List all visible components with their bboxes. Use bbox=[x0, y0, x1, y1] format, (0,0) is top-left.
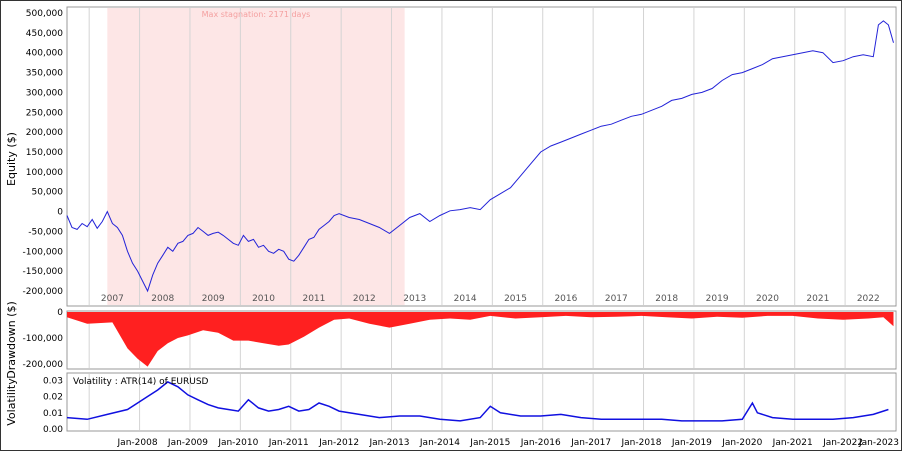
x-tick-label: Jan-2013 bbox=[369, 438, 410, 448]
equity-y-tick-label: 350,000 bbox=[26, 69, 63, 79]
volatility-line bbox=[66, 381, 889, 422]
volatility-plot-area bbox=[66, 372, 897, 432]
equity-y-tick-label: -150,000 bbox=[23, 267, 64, 277]
x-tick-label: Jan-2011 bbox=[268, 438, 309, 448]
equity-y-tick-label: 500,000 bbox=[26, 9, 63, 19]
year-label: 2007 bbox=[101, 294, 124, 304]
x-tick-label: Jan-2016 bbox=[520, 438, 561, 448]
volatility-y-tick-label: 0.01 bbox=[43, 409, 63, 419]
x-tick-label: Jan-2021 bbox=[772, 438, 813, 448]
volatility-x-ticks: Jan-2008 Jan-2009 Jan-2010 Jan-2011 Jan-2012… bbox=[117, 438, 899, 448]
equity-y-tick-label: 150,000 bbox=[26, 148, 63, 158]
x-tick-label: Jan-2019 bbox=[671, 438, 712, 448]
x-tick-label: Jan-2015 bbox=[469, 438, 510, 448]
volatility-y-ticks: 0.03 0.02 0.01 0.00 bbox=[43, 376, 63, 435]
x-tick-label: Jan-2022 bbox=[822, 438, 863, 448]
x-tick-label: Jan-2020 bbox=[721, 438, 762, 448]
year-label: 2014 bbox=[454, 294, 477, 304]
volatility-y-tick-label: 0.02 bbox=[43, 393, 63, 403]
x-tick-label: Jan-2018 bbox=[620, 438, 661, 448]
year-label: 2015 bbox=[504, 294, 527, 304]
equity-y-tick-label: 0 bbox=[57, 208, 63, 218]
year-label: 2009 bbox=[202, 294, 225, 304]
equity-y-tick-label: 50,000 bbox=[32, 188, 64, 198]
year-label: 2013 bbox=[403, 294, 426, 304]
equity-y-tick-label: 100,000 bbox=[26, 168, 63, 178]
year-label: 2016 bbox=[554, 294, 577, 304]
year-label: 2011 bbox=[302, 294, 325, 304]
x-tick-label: Jan-2017 bbox=[570, 438, 611, 448]
volatility-gridlines bbox=[88, 374, 896, 430]
volatility-panel: 0.03 0.02 0.01 0.00 Volatility : ATR(14) of… bbox=[5, 372, 899, 448]
equity-y-tick-label: -100,000 bbox=[23, 247, 64, 257]
year-label: 2017 bbox=[605, 294, 628, 304]
equity-axis-label: Equity ($) bbox=[5, 132, 18, 186]
equity-y-tick-label: -50,000 bbox=[28, 227, 63, 237]
equity-panel: Max stagnation: 2171 days 500,000 450,000… bbox=[5, 6, 897, 307]
drawdown-y-tick-label: -100,000 bbox=[23, 334, 64, 344]
year-label: 2018 bbox=[655, 294, 678, 304]
x-tick-label: Jan-2009 bbox=[167, 438, 208, 448]
x-tick-label: Jan-2014 bbox=[419, 438, 460, 448]
drawdown-y-ticks: 0 -100,000 -200,000 bbox=[23, 308, 64, 370]
volatility-axis-label: Volatility bbox=[5, 378, 18, 426]
equity-gridlines bbox=[88, 8, 896, 305]
x-tick-label: Jan-2010 bbox=[217, 438, 258, 448]
drawdown-y-tick-label: 0 bbox=[57, 308, 63, 318]
drawdown-panel: 0 -100,000 -200,000 Drawdown ($) bbox=[5, 301, 897, 379]
equity-y-ticks: 500,000 450,000 400,000 350,000 300,000 250,0… bbox=[23, 9, 64, 297]
year-label: 2021 bbox=[806, 294, 829, 304]
equity-line bbox=[66, 20, 894, 293]
volatility-title: Volatility : ATR(14) of EURUSD bbox=[73, 377, 209, 387]
year-label: 2012 bbox=[353, 294, 376, 304]
year-label: 2020 bbox=[756, 294, 779, 304]
drawdown-area bbox=[67, 312, 894, 367]
drawdown-y-tick-label: -200,000 bbox=[23, 360, 64, 370]
year-label: 2022 bbox=[857, 294, 880, 304]
equity-y-tick-label: -200,000 bbox=[23, 287, 64, 297]
equity-year-labels: 2007 2008 2009 2010 2011 2012 2013 2014 2015 2016… bbox=[101, 294, 880, 304]
stagnation-annotation: Max stagnation: 2171 days bbox=[202, 10, 311, 19]
volatility-y-tick-label: 0.00 bbox=[43, 425, 63, 435]
equity-y-tick-label: 400,000 bbox=[26, 49, 63, 59]
equity-y-tick-label: 250,000 bbox=[26, 108, 63, 118]
drawdown-axis-label: Drawdown ($) bbox=[5, 301, 18, 379]
x-tick-label: Jan-2008 bbox=[117, 438, 158, 448]
year-label: 2008 bbox=[151, 294, 174, 304]
year-label: 2010 bbox=[252, 294, 275, 304]
x-tick-label: Jan-2023 bbox=[858, 438, 899, 448]
x-tick-label: Jan-2012 bbox=[318, 438, 359, 448]
equity-y-tick-label: 450,000 bbox=[26, 29, 63, 39]
year-label: 2019 bbox=[706, 294, 729, 304]
equity-y-tick-label: 200,000 bbox=[26, 128, 63, 138]
volatility-y-tick-label: 0.03 bbox=[43, 376, 63, 386]
equity-y-tick-label: 300,000 bbox=[26, 88, 63, 98]
stagnation-band bbox=[107, 8, 405, 305]
